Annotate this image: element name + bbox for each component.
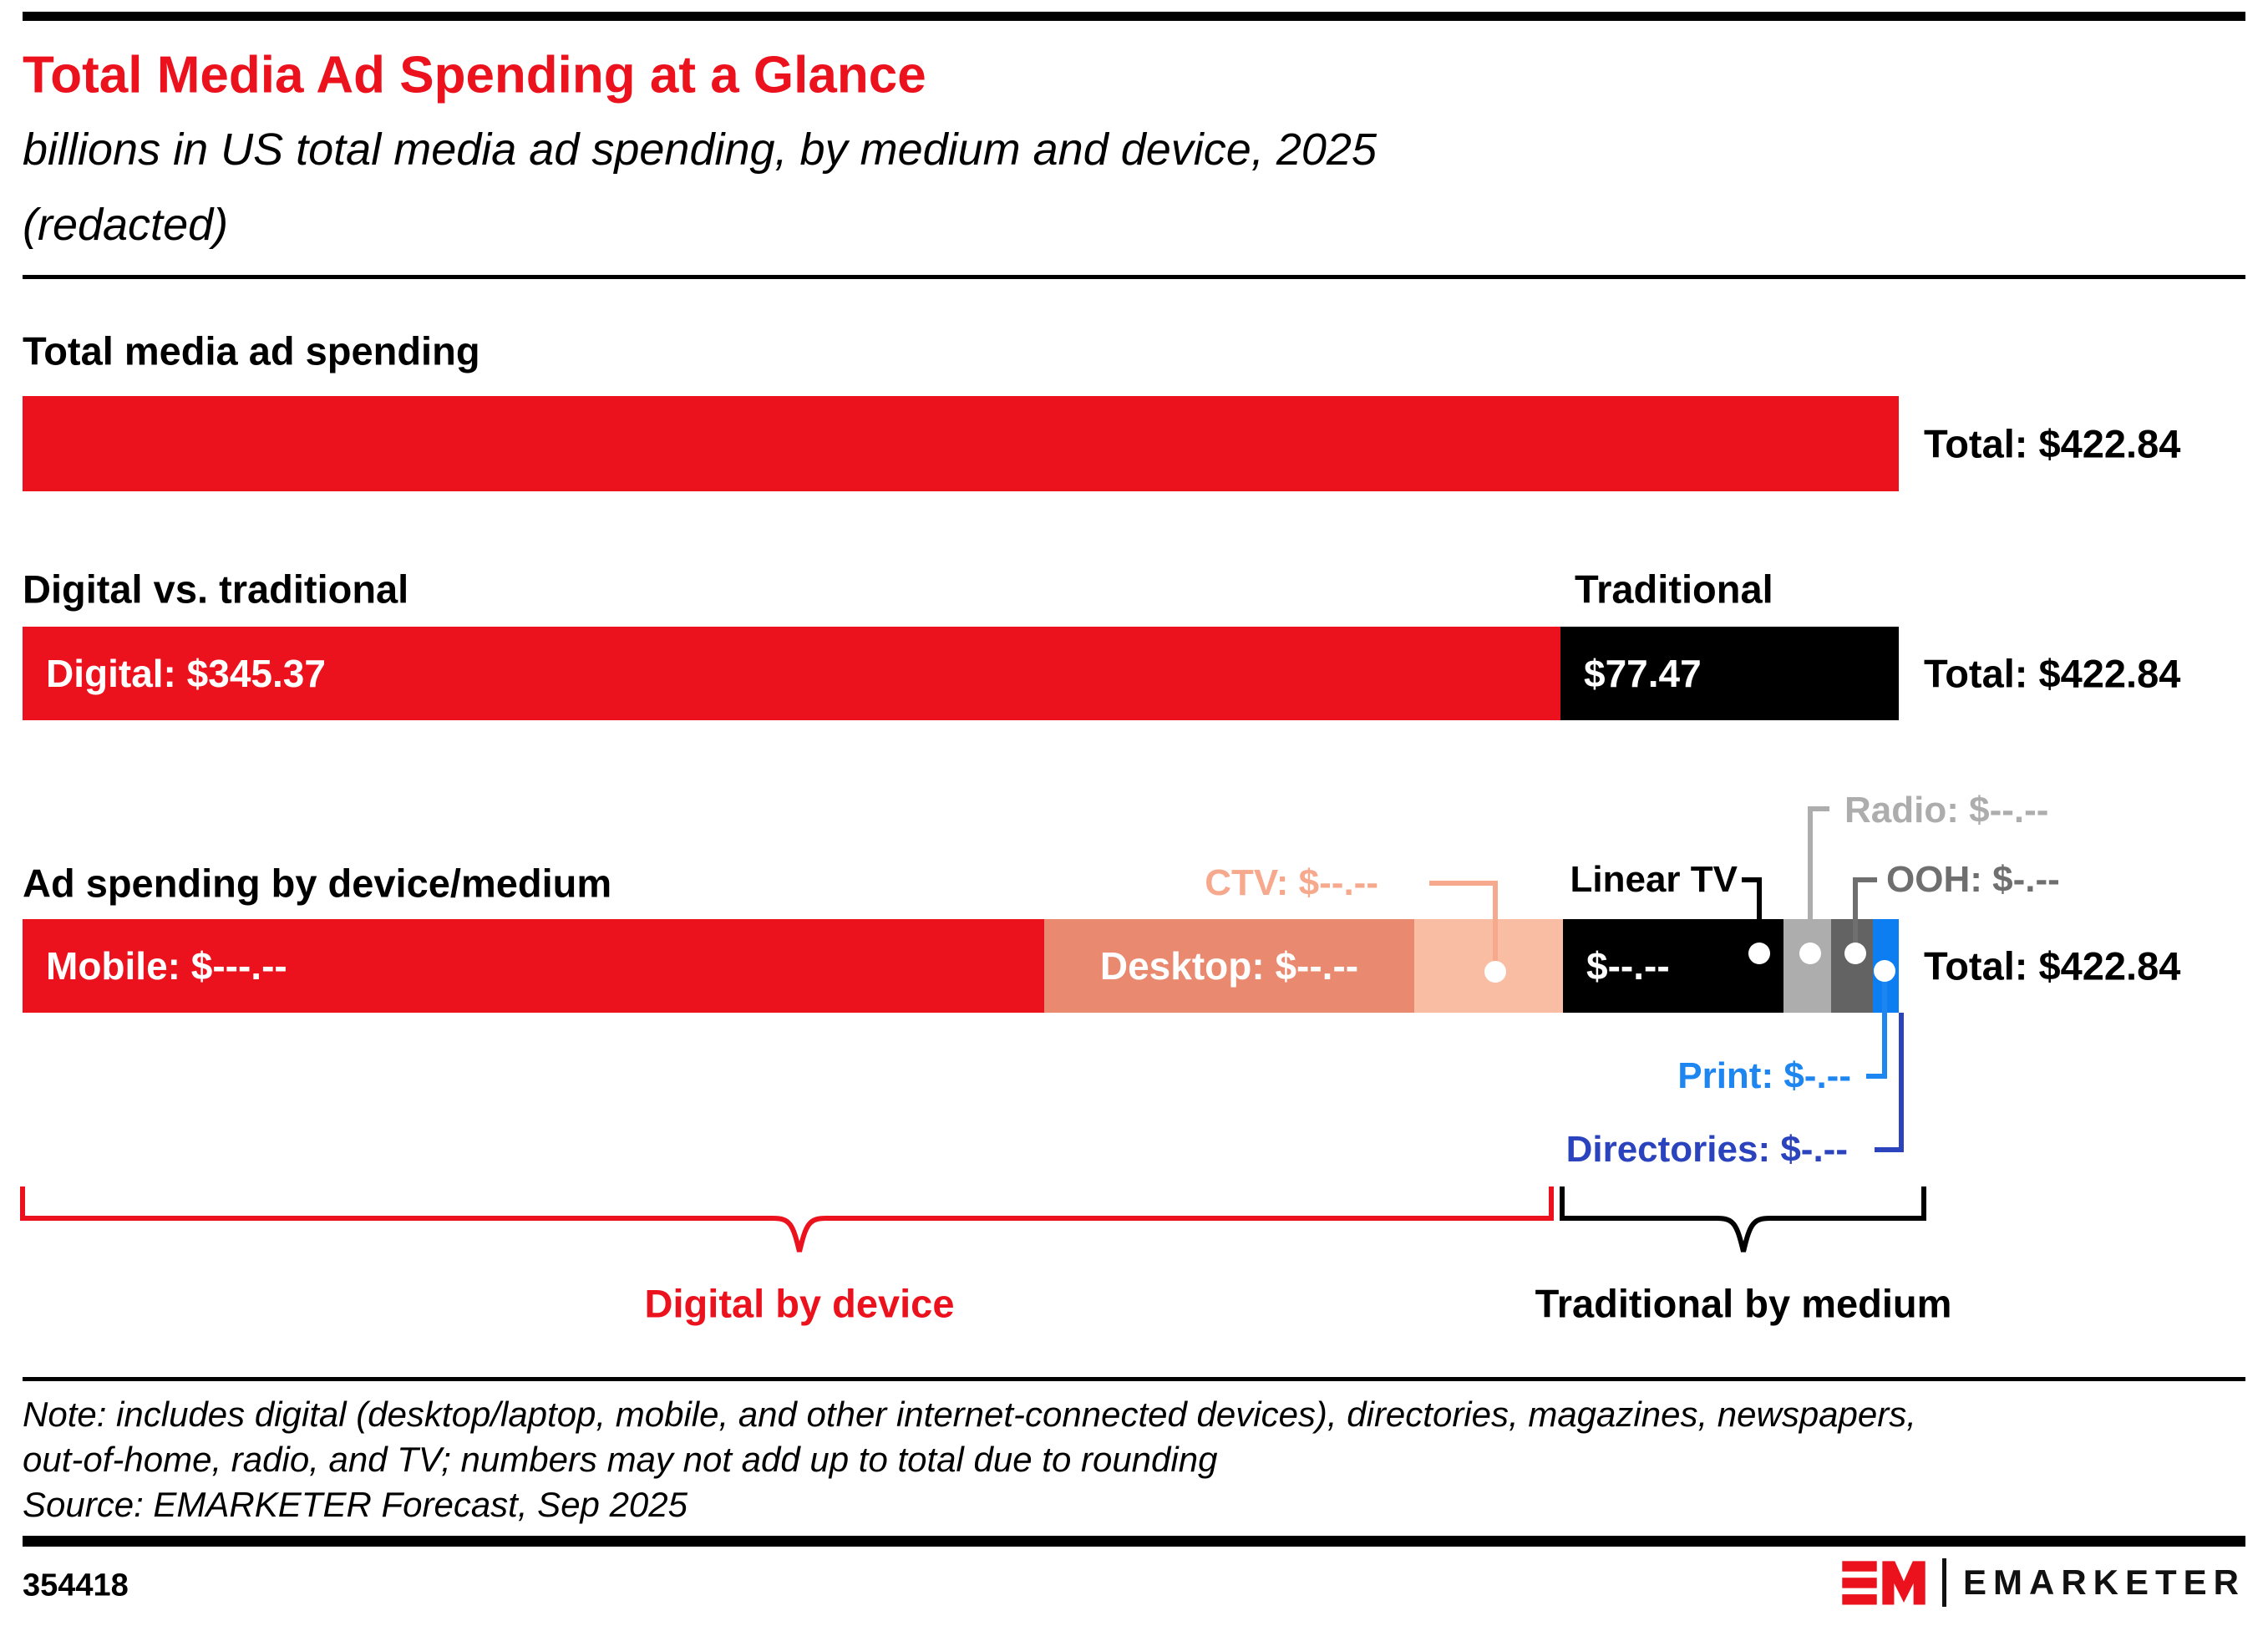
- directories-callout-line: [1875, 1013, 1904, 1152]
- mobile-value-label: Mobile: $---.--: [46, 944, 287, 988]
- segment-directories[interactable]: [1890, 919, 1899, 1013]
- callout-label-directories: Directories: $-.--: [1565, 1129, 1848, 1170]
- note-line-2: out-of-home, radio, and TV; numbers may …: [23, 1440, 1218, 1479]
- segment-ooh[interactable]: [1831, 919, 1873, 1013]
- subtitle-line-1: billions in US total media ad spending, …: [23, 124, 1377, 175]
- callout-label-ctv: CTV: $--.--: [1205, 862, 1378, 903]
- logo-divider: [1941, 1558, 1946, 1607]
- callout-label-radio: Radio: $--.--: [1844, 790, 2049, 831]
- traditional-value-label: $77.47: [1584, 652, 1702, 695]
- bar-device-medium: Mobile: $---.-- Desktop: $--.-- $--.--: [23, 919, 1899, 1013]
- footnote-divider: [23, 1377, 2245, 1381]
- desktop-value-label: Desktop: $--.--: [1099, 944, 1359, 988]
- header-divider: [23, 275, 2245, 279]
- segment-print[interactable]: [1873, 919, 1890, 1013]
- total-label-row1: Total: $422.84: [1924, 421, 2181, 466]
- bracket-label-digital: Digital by device: [644, 1281, 955, 1326]
- linear-tv-value-label: $--.--: [1586, 944, 1670, 988]
- top-divider: [23, 12, 2245, 21]
- callout-label-linear-tv: Linear TV: [1570, 859, 1738, 900]
- segment-linear-tv[interactable]: $--.--: [1563, 919, 1783, 1013]
- section-heading-split: Digital vs. traditional: [23, 567, 409, 612]
- callout-label-ooh: OOH: $-.--: [1886, 859, 2060, 900]
- segment-traditional[interactable]: $77.47: [1560, 627, 1899, 720]
- traditional-column-heading: Traditional: [1575, 567, 1773, 612]
- emarketer-logomark-icon: [1842, 1561, 1926, 1605]
- bar-digital-vs-traditional: Digital: $345.37 $77.47: [23, 627, 1899, 720]
- bar-total: [23, 396, 1899, 491]
- total-label-row3: Total: $422.84: [1924, 943, 2181, 988]
- segment-total[interactable]: [23, 396, 1899, 491]
- footer-divider: [23, 1536, 2245, 1547]
- digital-bracket: [20, 1186, 1554, 1253]
- chart-id: 354418: [23, 1568, 129, 1603]
- segment-digital[interactable]: Digital: $345.37: [23, 627, 1560, 720]
- total-label-row2: Total: $422.84: [1924, 651, 2181, 696]
- page-subtitle: billions in US total media ad spending, …: [23, 112, 1377, 262]
- traditional-bracket: [1560, 1186, 1926, 1253]
- segment-ctv[interactable]: [1414, 919, 1563, 1013]
- section-heading-total: Total media ad spending: [23, 328, 480, 373]
- segment-desktop[interactable]: Desktop: $--.--: [1044, 919, 1414, 1013]
- segment-mobile[interactable]: Mobile: $---.--: [23, 919, 1044, 1013]
- brand-name: EMARKETER: [1962, 1562, 2245, 1602]
- brand-logo[interactable]: EMARKETER: [1842, 1556, 2245, 1609]
- subtitle-line-2: (redacted): [23, 200, 229, 250]
- page-title: Total Media Ad Spending at a Glance: [23, 46, 926, 104]
- footnote: Note: includes digital (desktop/laptop, …: [23, 1392, 1916, 1482]
- segment-radio[interactable]: [1783, 919, 1831, 1013]
- note-line-1: Note: includes digital (desktop/laptop, …: [23, 1395, 1916, 1434]
- source-line: Source: EMARKETER Forecast, Sep 2025: [23, 1485, 688, 1524]
- digital-value-label: Digital: $345.37: [46, 652, 326, 695]
- callout-label-print: Print: $-.--: [1677, 1055, 1851, 1096]
- bracket-label-traditional: Traditional by medium: [1535, 1281, 1952, 1326]
- section-heading-device: Ad spending by device/medium: [23, 861, 612, 906]
